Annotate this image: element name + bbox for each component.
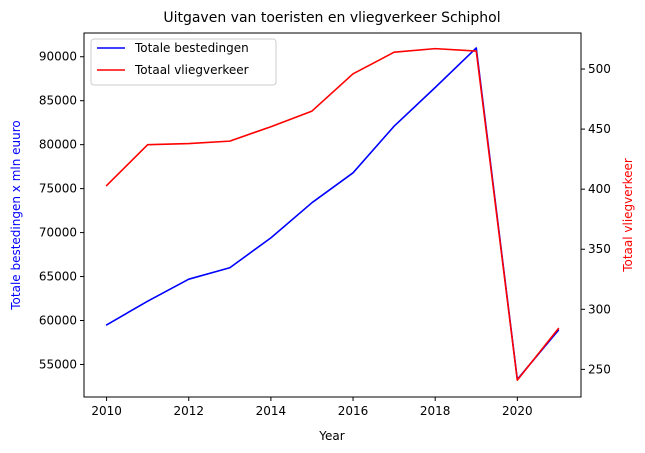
legend-label-totale-bestedingen: Totale bestedingen	[134, 41, 249, 55]
y-left-tick-label: 60000	[39, 314, 77, 328]
y-left-tick-label: 70000	[39, 226, 77, 240]
y-right-tick-label: 250	[588, 362, 611, 376]
plot-frame	[83, 32, 582, 398]
legend-label-totaal-vliegverkeer: Totaal vliegverkeer	[134, 63, 249, 77]
y-left-tick-label: 55000	[39, 357, 77, 371]
y-right-tick-label: 450	[588, 122, 611, 136]
y-left-tick-label: 85000	[39, 94, 77, 108]
chart-title: Uitgaven van toeristen en vliegverkeer S…	[163, 10, 500, 26]
x-axis: 2010 2012 2014 2016 2018 2020	[91, 397, 533, 418]
legend-box	[90, 38, 277, 86]
series-line-totaal-vliegverkeer	[105, 47, 560, 381]
y-left-tick-label: 75000	[39, 182, 77, 196]
x-axis-title: Year	[318, 429, 344, 443]
plot-layer	[105, 47, 560, 381]
y-right-tick-label: 500	[588, 62, 611, 76]
x-tick-label: 2014	[256, 404, 287, 418]
y-right-tick-label: 400	[588, 182, 611, 196]
y-axis-right-title: Totaal vliegverkeer	[621, 158, 635, 273]
y-left-tick-label: 65000	[39, 270, 77, 284]
x-tick-label: 2016	[338, 404, 369, 418]
x-tick-label: 2018	[420, 404, 451, 418]
x-tick-label: 2020	[502, 404, 533, 418]
y-axis-left: 55000 60000 65000 70000 75000 80000 85000 90000	[39, 50, 84, 371]
y-left-tick-label: 80000	[39, 138, 77, 152]
x-tick-label: 2010	[91, 404, 122, 418]
y-left-tick-label: 90000	[39, 50, 77, 64]
legend: Totale bestedingen Totaal vliegverkeer	[90, 38, 277, 86]
y-axis-right: 250 300 350 400 450 500	[581, 62, 611, 376]
y-right-tick-label: 350	[588, 242, 611, 256]
y-right-tick-label: 300	[588, 302, 611, 316]
y-axis-left-title: Totale bestedingen x mln euuro	[9, 120, 23, 311]
x-tick-label: 2012	[173, 404, 204, 418]
